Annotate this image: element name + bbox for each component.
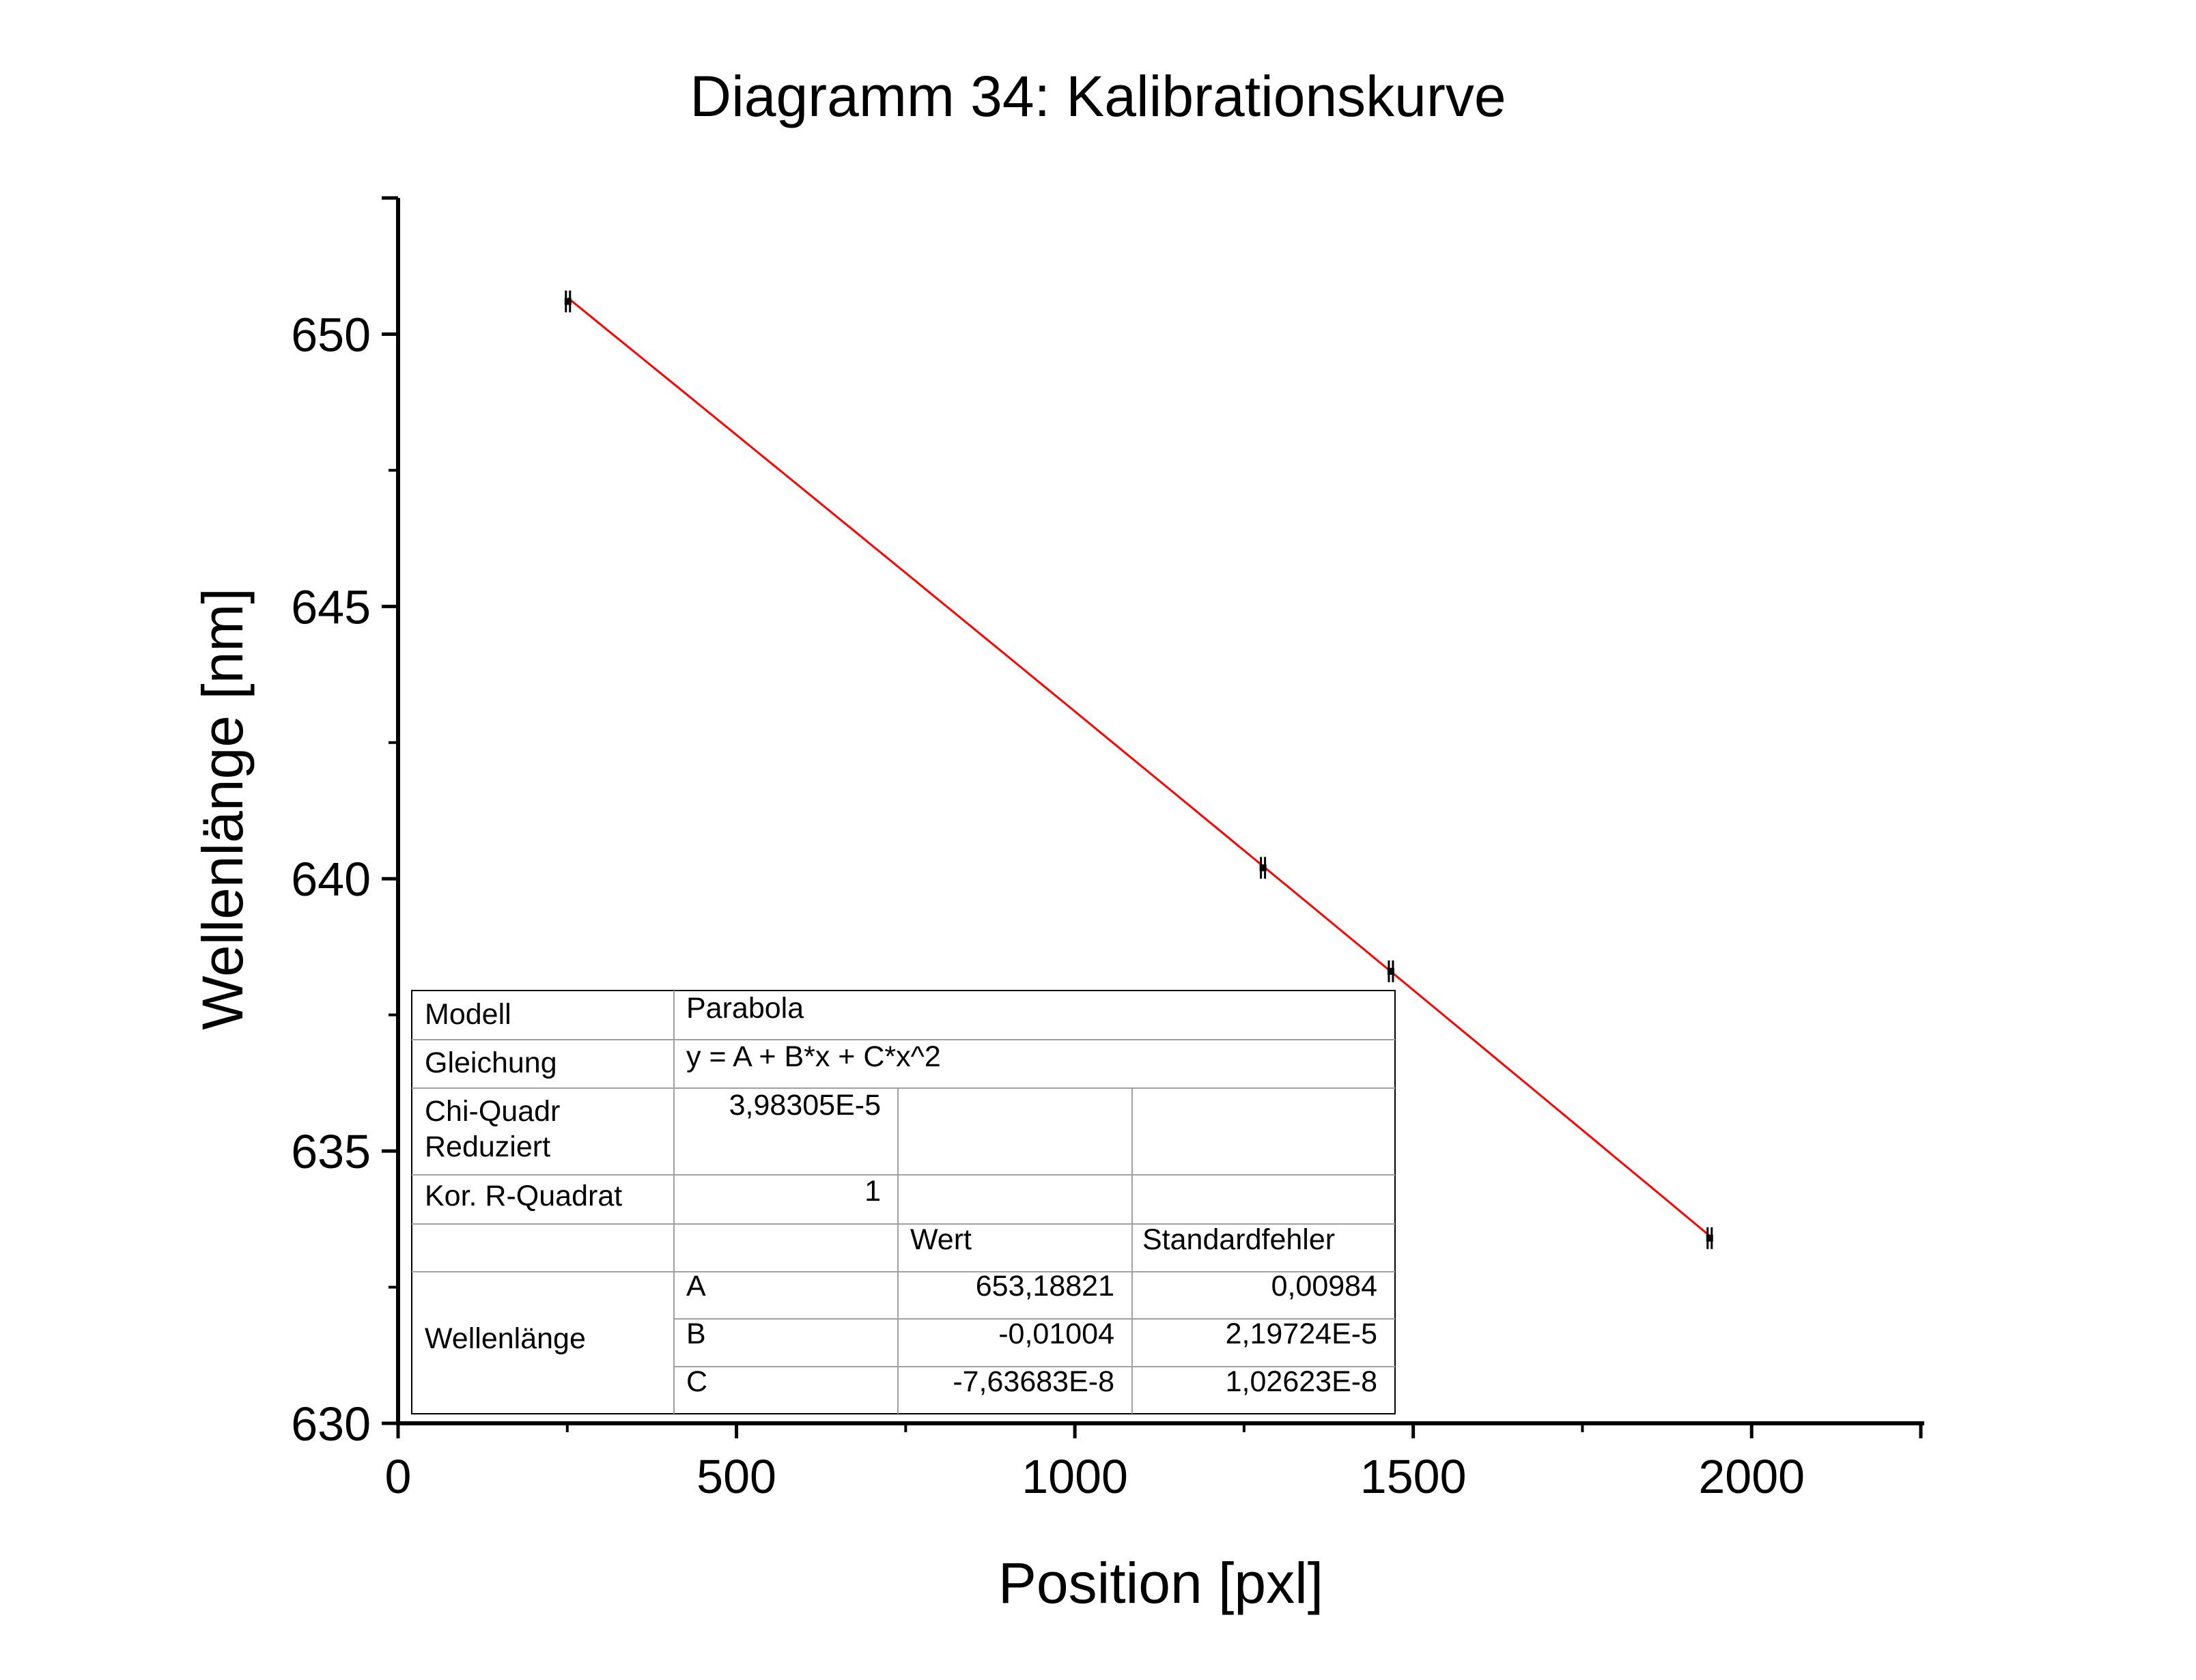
table-header-standardfehler: Standardfehler <box>1142 1223 1335 1256</box>
param-name: B <box>686 1318 706 1350</box>
table-header-wert: Wert <box>910 1223 972 1256</box>
table-modell-value: Parabola <box>686 992 804 1025</box>
data-point <box>564 290 572 313</box>
table-r2-label: Kor. R-Quadrat <box>425 1180 622 1212</box>
table-grid <box>412 991 1395 1414</box>
y-tick-label: 635 <box>291 1125 371 1178</box>
y-axis-label: Wellenlänge [nm] <box>191 588 255 1029</box>
x-tick-label: 500 <box>696 1450 776 1503</box>
param-error: 2,19724E-5 <box>1226 1318 1377 1350</box>
x-axis-label: Position [pxl] <box>998 1551 1323 1615</box>
x-tick-label: 1500 <box>1360 1450 1467 1503</box>
tick-labels: 0 500 1000 1500 2000 630 635 640 645 650 <box>291 308 1805 1503</box>
point-marker <box>564 298 572 305</box>
y-tick-label: 630 <box>291 1397 371 1451</box>
point-marker <box>1387 967 1394 975</box>
table-chi-value: 3,98305E-5 <box>729 1089 881 1122</box>
param-name: C <box>686 1365 707 1398</box>
table-gleichung-label: Gleichung <box>425 1047 557 1079</box>
table-chi-label-2: Reduziert <box>425 1130 550 1163</box>
param-value: -0,01004 <box>998 1318 1114 1350</box>
x-tick-label: 2000 <box>1698 1450 1805 1503</box>
table-frame <box>411 990 1396 1414</box>
data-points <box>564 290 1713 1249</box>
fit-results-table: Modell Parabola Gleichung y = A + B*x + … <box>411 990 1396 1414</box>
x-tick-label: 0 <box>385 1450 412 1503</box>
fit-line-group <box>567 297 1711 1237</box>
table-r2-value: 1 <box>864 1175 881 1208</box>
ticks <box>382 196 1923 1438</box>
table-group-label: Wellenlänge <box>425 1322 586 1355</box>
data-point <box>1706 1227 1713 1249</box>
table-gleichung-value: y = A + B*x + C*x^2 <box>686 1040 941 1073</box>
table-param-rows: A 653,18821 0,00984 B -0,01004 2,19724E-5 C -7,… <box>686 1270 1377 1398</box>
x-tick-label: 1000 <box>1022 1450 1128 1503</box>
point-marker <box>1706 1234 1713 1242</box>
point-marker <box>1259 864 1267 872</box>
y-tick-label: 640 <box>291 853 371 906</box>
param-value: -7,63683E-8 <box>953 1365 1114 1398</box>
table-modell-label: Modell <box>425 998 511 1031</box>
fit-line <box>567 297 1711 1237</box>
y-tick-label: 650 <box>291 308 371 361</box>
data-point <box>1259 857 1267 879</box>
y-tick-label: 645 <box>291 580 371 633</box>
axes <box>396 198 1924 1425</box>
data-point <box>1387 960 1394 982</box>
param-error: 0,00984 <box>1271 1270 1377 1302</box>
param-name: A <box>686 1270 706 1302</box>
table-chi-label-1: Chi-Quadr <box>425 1095 560 1128</box>
param-error: 1,02623E-8 <box>1226 1365 1377 1398</box>
param-value: 653,18821 <box>976 1270 1114 1302</box>
chart-title: Diagramm 34: Kalibrationskurve <box>690 64 1506 128</box>
